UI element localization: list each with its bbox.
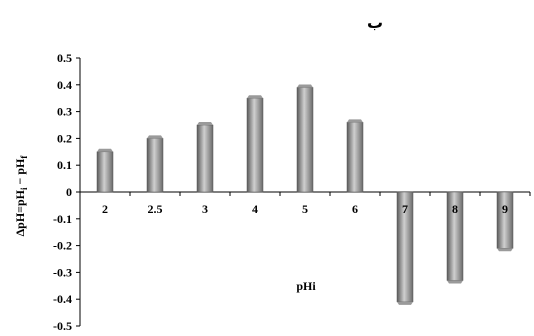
x-tick-label: 2.5 [148, 202, 163, 216]
bar-6 [346, 122, 364, 193]
bar-cap-6 [347, 119, 363, 123]
x-axis-label: pHi [296, 279, 316, 293]
bars-group [96, 84, 514, 305]
bar-cap-2 [97, 148, 113, 152]
bar-3 [196, 124, 214, 193]
bar-cap-7 [397, 301, 413, 305]
x-tick-label: 8 [452, 202, 458, 216]
y-tick-label: 0.4 [57, 78, 72, 92]
y-tick-label: 0.1 [57, 158, 72, 172]
y-tick-label: -0.2 [53, 239, 72, 253]
x-tick-label: 6 [352, 202, 358, 216]
bar-cap-4 [247, 95, 263, 99]
x-tick-label: 3 [202, 202, 208, 216]
y-tick-label: -0.3 [53, 265, 72, 279]
bar-cap-9 [497, 248, 513, 252]
y-tick-label: -0.4 [53, 292, 72, 306]
y-tick-label: 0.2 [57, 131, 72, 145]
y-axis-label: ΔpH=pHi − pHf [13, 155, 29, 237]
y-tick-label: -0.5 [53, 319, 72, 333]
bar-4 [246, 97, 264, 193]
x-tick-label: 9 [502, 202, 508, 216]
chart-title: ب [367, 13, 383, 32]
y-tick-labels: 0.5 0.4 0.3 0.2 0.1 0 -0.1 -0.2 -0.3 -0.4 -0.5 [53, 51, 72, 333]
bar-cap-8 [447, 280, 463, 284]
bar-2 [96, 151, 114, 193]
bar-5 [296, 87, 314, 193]
bar-cap-3 [197, 122, 213, 125]
x-tick-label: 2 [102, 202, 108, 216]
bar-cap-5 [297, 84, 313, 88]
x-tick-label: 7 [402, 202, 408, 216]
y-tick-label: 0 [66, 185, 72, 199]
bar-9 [496, 191, 514, 249]
y-tick-label: -0.1 [53, 212, 72, 226]
x-tick-label: 4 [252, 202, 258, 216]
y-tick-label: 0.3 [57, 105, 72, 119]
bar-cap-2.5 [147, 135, 163, 139]
x-tick-label: 5 [302, 202, 308, 216]
y-tick-label: 0.5 [57, 51, 72, 65]
bar-2.5 [146, 138, 164, 193]
x-tick-labels: 2 2.5 3 4 5 6 7 8 9 [102, 202, 508, 216]
